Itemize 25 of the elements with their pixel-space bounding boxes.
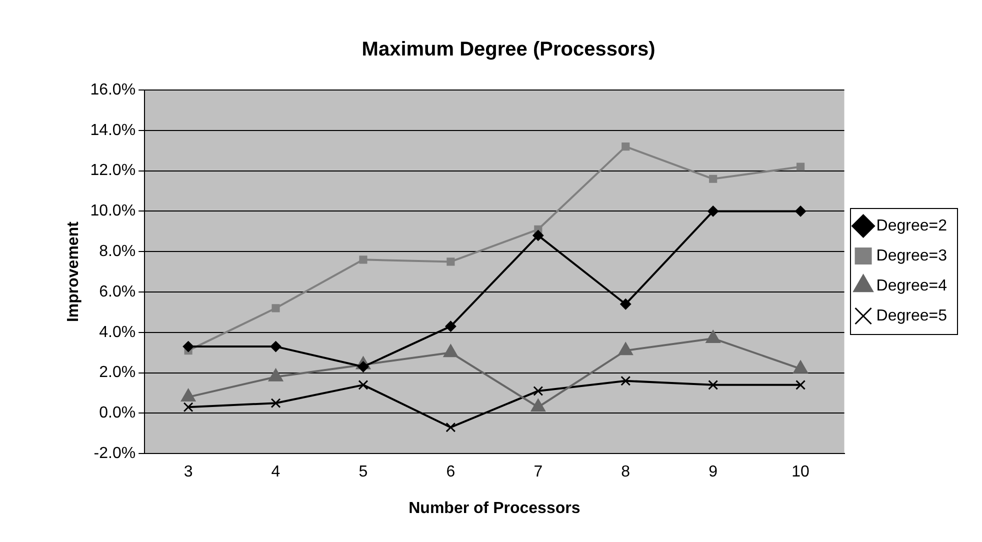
legend-label: Degree=2	[876, 217, 948, 234]
y-tick-label: -2.0%	[94, 445, 136, 462]
x-axis-title: Number of Processors	[408, 500, 580, 517]
y-tick-label: 4.0%	[99, 324, 136, 341]
y-tick-label: 14.0%	[90, 122, 136, 139]
x-tick-label: 7	[534, 464, 543, 481]
y-tick-label: 8.0%	[99, 243, 136, 260]
y-tick-label: 16.0%	[90, 81, 136, 98]
y-tick-label: 10.0%	[90, 202, 136, 220]
x-tick-label: 8	[621, 464, 630, 481]
chart-title: Maximum Degree (Processors)	[362, 38, 656, 61]
x-tick-label: 6	[446, 464, 456, 481]
y-tick-label: 12.0%	[90, 162, 136, 180]
y-tick-label: 6.0%	[99, 283, 136, 300]
legend-label: Degree=5	[876, 307, 948, 324]
y-axis-title: Improvement	[65, 220, 82, 322]
legend-label: Degree=4	[876, 277, 948, 294]
x-tick-label: 4	[271, 464, 280, 481]
y-tick-label: 0.0%	[99, 404, 136, 422]
x-tick-label: 3	[184, 464, 193, 481]
legend-label: Degree=3	[876, 247, 948, 264]
x-tick-label: 9	[708, 464, 718, 481]
x-tick-label: 5	[358, 464, 368, 481]
x-tick-label: 10	[792, 464, 810, 481]
y-tick-label: 2.0%	[99, 364, 136, 382]
